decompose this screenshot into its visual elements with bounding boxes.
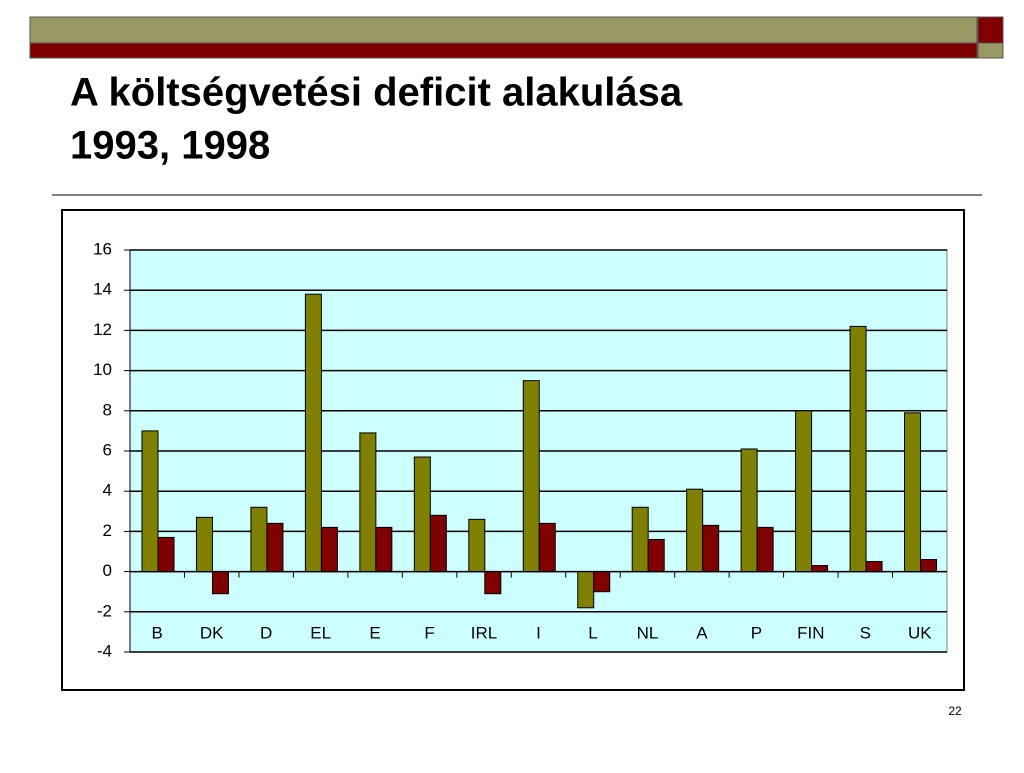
slide-title: A költségvetési deficit alakulása	[70, 71, 683, 115]
x-tick-label: DK	[200, 623, 224, 642]
bar	[141, 430, 159, 573]
y-tick-label: 14	[93, 280, 112, 299]
x-tick-label: P	[751, 623, 762, 642]
bar	[157, 536, 175, 573]
bar	[593, 571, 611, 593]
x-tick-label: NL	[637, 623, 659, 642]
x-tick-label: L	[588, 623, 597, 642]
bar	[195, 516, 213, 573]
bar	[756, 526, 774, 573]
y-tick-label: 4	[103, 481, 112, 500]
bar	[686, 488, 704, 573]
bar	[484, 571, 502, 595]
y-tick-label: -4	[97, 641, 112, 660]
y-tick-label: 12	[93, 320, 112, 339]
bar	[538, 522, 556, 573]
x-tick-label: EL	[310, 623, 331, 642]
y-tick-label: 10	[93, 360, 112, 379]
x-tick-label: UK	[908, 623, 932, 642]
bar	[250, 506, 268, 573]
bar	[468, 518, 486, 573]
bar	[702, 524, 720, 573]
bar	[304, 293, 322, 573]
bar	[849, 325, 867, 573]
y-tick-label: 0	[103, 561, 112, 580]
x-tick-label: I	[536, 623, 541, 642]
bar	[522, 380, 540, 573]
x-tick-label: F	[424, 623, 434, 642]
header-band	[29, 16, 978, 44]
bar	[413, 456, 431, 573]
bar	[647, 538, 665, 573]
x-tick-label: FIN	[797, 623, 824, 642]
bar	[429, 514, 447, 573]
slide-title: 1993, 1998	[70, 124, 270, 168]
x-tick-label: D	[260, 623, 272, 642]
y-tick-label: 16	[93, 239, 112, 258]
x-tick-label: S	[860, 623, 871, 642]
x-tick-label: A	[696, 623, 708, 642]
x-tick-label: B	[152, 623, 163, 642]
bar	[577, 571, 595, 609]
header-square	[977, 42, 1004, 59]
bar	[320, 526, 338, 573]
bar	[904, 412, 922, 573]
bar	[266, 522, 284, 573]
bar	[211, 571, 229, 595]
bar	[375, 526, 393, 573]
y-tick-label: 2	[103, 521, 112, 540]
bar	[359, 432, 377, 573]
bar	[740, 448, 758, 573]
bar	[920, 559, 938, 573]
y-tick-label: -2	[97, 601, 112, 620]
x-tick-label: IRL	[471, 623, 497, 642]
bar	[865, 561, 883, 573]
y-tick-label: 6	[103, 440, 112, 459]
header-band	[29, 42, 978, 59]
header-square	[977, 16, 1004, 44]
page-number: 22	[948, 704, 962, 718]
bar	[811, 565, 829, 573]
bar	[795, 410, 813, 573]
y-tick-label: 8	[103, 400, 112, 419]
bar	[631, 506, 649, 573]
x-tick-label: E	[369, 623, 380, 642]
